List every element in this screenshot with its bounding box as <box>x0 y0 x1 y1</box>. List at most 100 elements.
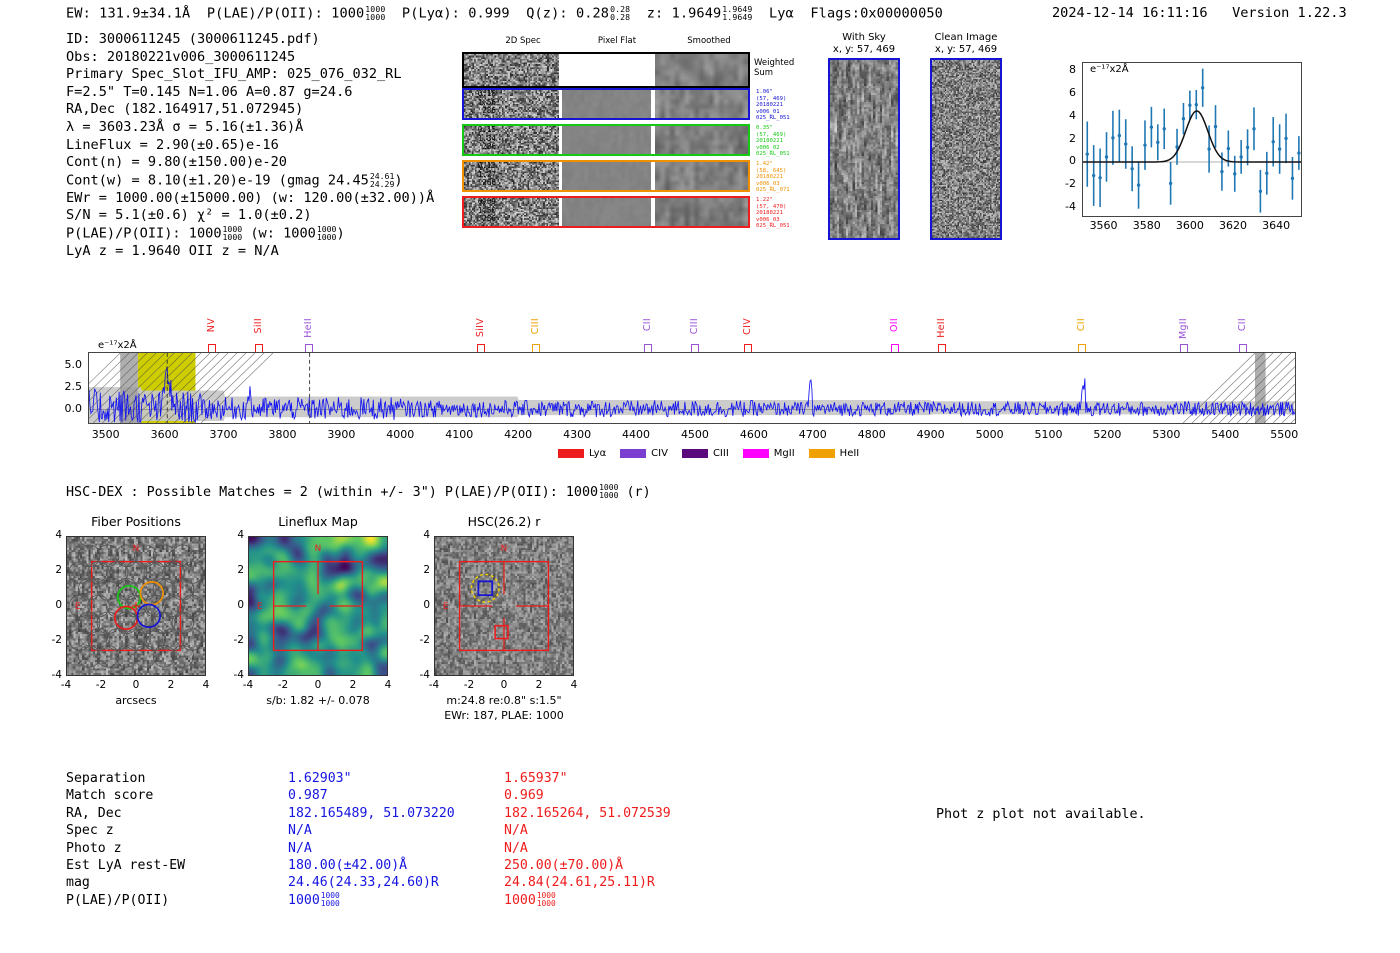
flags-value: Flags:0x00000050 <box>810 5 943 22</box>
spectrum-line-label: CII <box>1236 318 1248 332</box>
x-tick: 3580 <box>1132 219 1161 232</box>
column-header-2dspec: 2D Spec <box>505 36 541 46</box>
y-tick: 6 <box>1069 85 1076 99</box>
row-smoothed-image <box>654 162 748 190</box>
row-label: mag <box>66 875 90 891</box>
spectrum-line-tick <box>938 344 947 352</box>
row-smoothed-image <box>654 54 748 86</box>
match1-value: 1.62903" <box>288 771 352 786</box>
spectrum-line-label: CII <box>1076 318 1088 332</box>
spectrum-line-label: SiIV <box>475 318 487 338</box>
info-ewr: EWr = 1000.00(±15000.00) (w: 120.00(±32.… <box>66 189 435 206</box>
x-tick: 3500 <box>91 428 120 441</box>
panel-caption: m:24.8 re:0.8" s:1.5" <box>446 694 562 707</box>
panel-x-tick: 4 <box>202 679 210 691</box>
spectrum-line-tick <box>743 344 752 352</box>
panel-y-tick: 4 <box>55 529 62 541</box>
column-header-pixelflat: Pixel Flat <box>597 36 637 46</box>
panel-y-tick: 0 <box>423 599 430 611</box>
row-right-labels: 1.22" (57, 470) 20180221 v006_03 025_RL_051 <box>756 197 790 230</box>
match1-value: 24.46(24.33,24.60)R <box>288 875 439 891</box>
x-tick: 4500 <box>680 428 709 441</box>
panel-x-tick: -4 <box>428 679 440 691</box>
panel-x-tick: -4 <box>60 679 72 691</box>
qz-label: Q(z): <box>526 5 568 22</box>
match1-value: 182.165489, 51.073220 <box>288 805 455 821</box>
x-tick: 5100 <box>1034 428 1063 441</box>
x-tick: 3560 <box>1089 219 1118 232</box>
z-range: 1.9649 1.9649 <box>722 4 753 23</box>
row-label: P(LAE)/P(OII) <box>66 892 170 908</box>
two-d-row <box>462 124 750 156</box>
cutout-image <box>828 58 900 240</box>
two-d-row <box>462 160 750 192</box>
legend-label: MgII <box>773 448 795 459</box>
row-2dspec-image <box>464 126 559 154</box>
svg-text:E: E <box>443 602 449 612</box>
cutout-title-text: With Sky <box>842 32 886 43</box>
spectrum-plot-area <box>48 352 1400 424</box>
row-2dspec-image <box>464 90 559 118</box>
panel-y-tick: -2 <box>233 634 244 646</box>
x-tick: 3600 <box>1175 219 1204 232</box>
z-label: z: <box>646 5 664 22</box>
match1-value: N/A <box>288 840 312 856</box>
info-obs: Obs: 20180221v006_3000611245 <box>66 48 296 65</box>
match2-value: 0.969 <box>504 788 544 804</box>
row-label: Est LyA rest-EW <box>66 857 186 873</box>
spectrum-line-tick <box>531 344 540 352</box>
spectrum-line-label: OII <box>889 318 901 332</box>
x-tick: 4700 <box>798 428 827 441</box>
row-pixelflat-image <box>562 198 652 226</box>
spectrum-frame <box>48 352 1400 424</box>
two-d-row <box>462 88 750 120</box>
cutout-title: With Sky x, y: 57, 469 <box>806 32 922 56</box>
column-header-smoothed: Smoothed <box>687 36 731 46</box>
spectrum-line-label: NV <box>205 318 217 333</box>
info-plae-range: 1000 1000 <box>222 223 243 243</box>
cutout-subtitle-text: x, y: 57, 469 <box>934 44 998 55</box>
info-redshifts: LyA z = 1.9640 OII z = N/A <box>66 242 279 259</box>
x-tick: 4400 <box>622 428 651 441</box>
info-continuum-wide: Cont(w) = 8.10(±1.20)e-19 (gmag 24.4524.… <box>66 170 403 190</box>
spectrum-line-label: CIII <box>529 318 541 335</box>
z-line-name: Lyα <box>768 5 794 22</box>
photz-note: Phot z plot not available. <box>936 807 1146 822</box>
spectrum-line-label: CII <box>641 318 653 332</box>
panel-title: Lineflux Map <box>278 514 358 529</box>
row-pixelflat-image <box>562 90 652 118</box>
match1-value: 10001000 1000 <box>288 890 340 908</box>
cutout-subtitle-text: x, y: 57, 469 <box>832 44 896 55</box>
panel-caption: EWr: 187, PLAE: 1000 <box>444 709 564 722</box>
plae-range: 1000 1000 <box>365 4 386 23</box>
spectrum-line-label: CIV <box>741 318 753 335</box>
panel-x-tick: -2 <box>463 679 475 691</box>
info-sn-chi2: S/N = 5.1(±0.6) χ² = 1.0(±0.2) <box>66 207 312 224</box>
panel-title: Fiber Positions <box>91 514 181 529</box>
info-plae: P(LAE)/P(OII): 10001000 1000 (w: 10001000… <box>66 223 345 243</box>
row-pixelflat-image <box>562 126 652 154</box>
weighted-sum-label: Weighted Sum <box>754 58 795 78</box>
spectrum-line-tick <box>891 344 900 352</box>
panel-y-tick: 2 <box>423 564 430 576</box>
info-lineflux: LineFlux = 2.90(±0.65)e-16 <box>66 136 279 153</box>
row-label: Separation <box>66 771 146 786</box>
spectrum-line-tick <box>477 344 486 352</box>
plae-label: P(LAE)/P(OII): <box>206 5 323 22</box>
match2-value: N/A <box>504 823 528 839</box>
hscdex-plae-range: 1000 1000 <box>599 483 619 501</box>
panel-y-tick: -2 <box>51 634 62 646</box>
svg-text:N: N <box>501 544 508 554</box>
info-params: F=2.5" T=0.145 N=1.06 A=0.87 g=24.6 <box>66 83 353 100</box>
y-tick: 5.0 <box>64 358 83 372</box>
spectrum-line-label: MgII <box>1178 318 1190 340</box>
x-tick: 5300 <box>1152 428 1181 441</box>
spectrum-line-tick <box>207 344 216 352</box>
match1-value: 180.00(±42.00)Å <box>288 857 408 873</box>
y-tick: 8 <box>1069 63 1076 77</box>
panel-y-tick: 4 <box>237 529 244 541</box>
x-tick: 3800 <box>268 428 297 441</box>
x-tick: 3900 <box>327 428 356 441</box>
